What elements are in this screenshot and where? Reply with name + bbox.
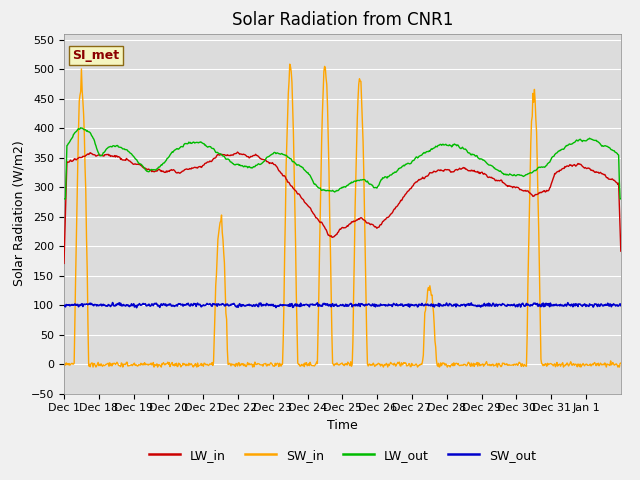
Line: SW_in: SW_in — [64, 64, 621, 367]
Line: LW_out: LW_out — [64, 128, 621, 199]
Text: SI_met: SI_met — [72, 49, 120, 62]
SW_in — [277, 363, 285, 369]
LW_in — [277, 170, 285, 176]
LW_in — [234, 149, 241, 155]
LW_out — [77, 125, 84, 131]
Line: LW_in: LW_in — [64, 152, 621, 264]
SW_in — [60, 362, 68, 368]
SW_in — [433, 357, 440, 362]
SW_out — [229, 301, 237, 307]
LW_out — [277, 151, 285, 157]
LW_out — [432, 144, 440, 149]
LW_in — [432, 169, 440, 175]
SW_out — [257, 300, 264, 306]
Y-axis label: Solar Radiation (W/m2): Solar Radiation (W/m2) — [12, 141, 26, 287]
SW_in — [89, 364, 97, 370]
SW_in — [617, 360, 625, 366]
LW_in — [256, 156, 264, 161]
LW_out — [60, 196, 68, 202]
SW_in — [286, 61, 294, 67]
SW_out — [132, 305, 140, 311]
LW_in — [617, 248, 625, 254]
LW_in — [125, 158, 133, 164]
SW_out — [278, 302, 285, 308]
SW_in — [256, 362, 264, 368]
Legend: LW_in, SW_in, LW_out, SW_out: LW_in, SW_in, LW_out, SW_out — [144, 444, 541, 467]
SW_out — [433, 302, 440, 308]
SW_out — [401, 302, 409, 308]
LW_in — [401, 193, 408, 199]
LW_in — [60, 261, 68, 266]
X-axis label: Time: Time — [327, 419, 358, 432]
Line: SW_out: SW_out — [64, 302, 621, 308]
LW_out — [401, 163, 408, 169]
SW_out — [60, 303, 68, 309]
Title: Solar Radiation from CNR1: Solar Radiation from CNR1 — [232, 11, 453, 29]
SW_in — [126, 362, 134, 368]
LW_in — [228, 152, 236, 158]
SW_in — [401, 360, 409, 366]
LW_out — [228, 160, 236, 166]
SW_in — [228, 361, 236, 367]
LW_out — [256, 162, 264, 168]
SW_out — [109, 300, 116, 305]
SW_out — [617, 303, 625, 309]
SW_out — [126, 303, 134, 309]
LW_out — [126, 150, 134, 156]
LW_out — [617, 196, 625, 202]
